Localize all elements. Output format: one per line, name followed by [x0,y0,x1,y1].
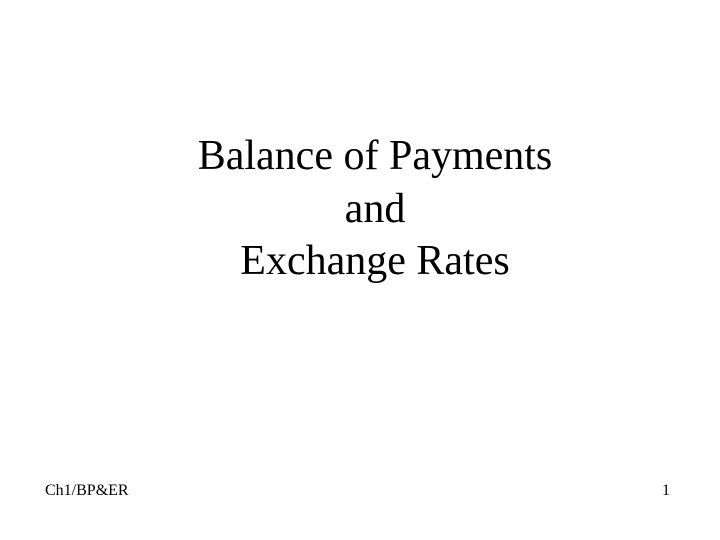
footer-chapter-reference: Ch1/BP&ER [45,482,129,500]
title-line-3: Exchange Rates [240,238,509,284]
title-line-2: and [345,186,406,232]
title-line-1: Balance of Payments [198,133,553,179]
slide-title: Balance of Payments and Exchange Rates [0,130,720,288]
page-number: 1 [662,482,670,500]
slide-container: Balance of Payments and Exchange Rates C… [0,0,720,540]
